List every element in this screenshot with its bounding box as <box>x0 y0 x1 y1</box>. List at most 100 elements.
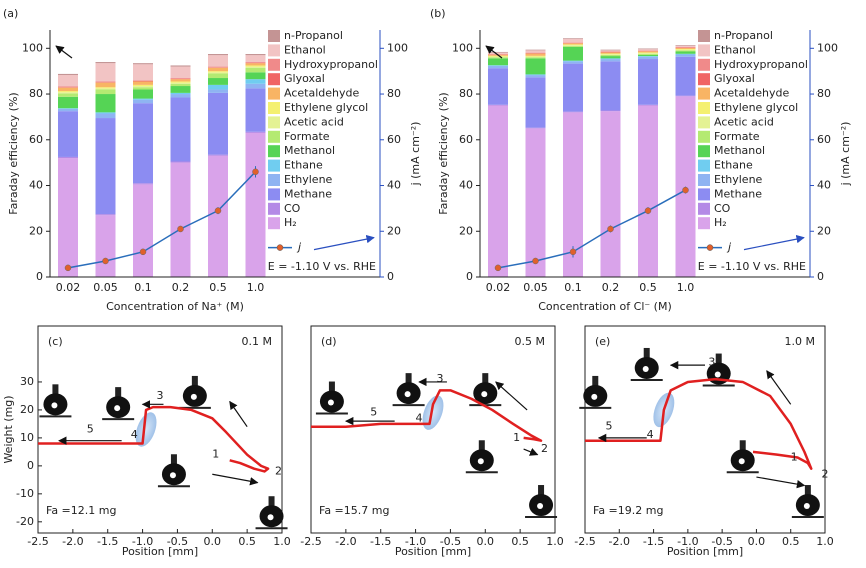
legend-label: j <box>296 241 302 254</box>
legend-swatch <box>698 159 710 172</box>
droplet-probe <box>482 373 489 384</box>
legend-swatch <box>698 145 710 158</box>
bar-segment <box>245 54 266 56</box>
legend-label: Hydroxypropanol <box>714 58 808 71</box>
droplet-probe <box>739 440 746 451</box>
legend-label: Glyoxal <box>714 72 755 85</box>
legend-label: CO <box>714 202 731 215</box>
bar-segment <box>525 57 546 59</box>
bar-segment <box>95 82 116 88</box>
bar-segment <box>208 71 228 73</box>
x-tick-label: -2.5 <box>574 535 595 548</box>
bar-segment <box>638 104 658 106</box>
j-point <box>214 207 222 214</box>
legend-label: CO <box>284 202 301 215</box>
bar-segment <box>525 58 546 75</box>
transition-highlight <box>422 395 444 430</box>
y-tick-label: 80 <box>29 87 43 100</box>
droplet-highlight <box>803 503 810 510</box>
legend-label: Ethylene <box>714 173 763 186</box>
bar-segment <box>675 54 696 57</box>
step-label: 1 <box>513 431 520 444</box>
bar-segment <box>133 84 153 87</box>
x-axis-label: Concentration of Cl⁻ (M) <box>538 300 672 313</box>
bar-segment <box>563 45 583 47</box>
bar-segment <box>170 81 191 83</box>
y2-axis-label: j (mA cm⁻²) <box>409 122 422 187</box>
bar-segment <box>170 161 191 163</box>
annotation-arrow <box>485 45 503 59</box>
x-tick-label: -1.5 <box>370 535 391 548</box>
panel-label: (c) <box>48 335 63 348</box>
weight-curve <box>38 405 270 473</box>
j-point <box>102 257 109 265</box>
bar-segment <box>133 81 153 85</box>
x-tick-label: -1.0 <box>677 535 698 548</box>
y-tick-label: 60 <box>29 133 43 146</box>
bar-segment <box>600 56 621 59</box>
plot-frame <box>310 325 556 534</box>
j-point <box>644 207 652 214</box>
bar-segment <box>58 108 78 109</box>
bar-segment <box>95 113 116 119</box>
bar-segment <box>170 83 191 87</box>
x-tick-label: -1.5 <box>643 535 664 548</box>
step-label: 3 <box>708 355 715 368</box>
legend-swatch <box>268 202 280 215</box>
legend-swatch <box>268 159 280 172</box>
bar-segment <box>525 74 546 76</box>
bar-segment <box>208 67 228 72</box>
bar-segment <box>600 49 621 51</box>
bar-segment <box>488 68 508 105</box>
y-tick-label: 40 <box>459 179 473 192</box>
bar-segment <box>170 97 191 162</box>
droplet-highlight <box>591 393 598 400</box>
bar-segment <box>208 54 228 56</box>
legend-marker <box>706 244 714 251</box>
droplet-highlight <box>51 402 58 409</box>
legend-marker <box>276 244 284 251</box>
x-tick-label: 1.0 <box>816 535 834 548</box>
bar-segment <box>600 110 621 112</box>
bar-segment <box>488 104 508 106</box>
droplet-probe <box>715 353 722 364</box>
x-tick-label: 0.5 <box>209 281 227 294</box>
bar-segment <box>600 54 621 57</box>
bar-segment <box>563 46 583 61</box>
bar-segment <box>525 56 546 58</box>
force-label: Fa =19.2 mg <box>593 504 663 517</box>
y2-tick-label: 0 <box>817 270 824 283</box>
bar-segment <box>58 96 78 109</box>
transition-highlight <box>135 412 157 447</box>
bar-segment <box>245 88 266 132</box>
legend-swatch <box>268 87 280 100</box>
step-label: 2 <box>275 464 282 477</box>
legend-swatch <box>268 217 280 230</box>
bar-segment <box>488 56 508 58</box>
step-label: 5 <box>370 406 377 419</box>
weight-curve <box>585 377 813 470</box>
panel-label: (e) <box>595 335 610 348</box>
legend-swatch <box>268 188 280 201</box>
legend-label: H₂ <box>714 216 727 229</box>
bar-segment <box>675 48 696 50</box>
droplet-highlight <box>738 458 745 465</box>
x-tick-label: 0.1 <box>134 281 152 294</box>
legend-label: Acetic acid <box>714 115 774 128</box>
bar-segment <box>563 45 583 46</box>
x-tick-label: 0.5 <box>238 535 256 548</box>
y2-tick-label: 40 <box>817 179 831 192</box>
direction-arrow <box>756 476 806 489</box>
y-tick-label: -10 <box>16 487 34 500</box>
bar-segment <box>638 48 658 50</box>
bar-segment <box>58 86 78 88</box>
bar-segment <box>95 215 116 277</box>
droplet-probe <box>191 375 198 386</box>
legend-swatch <box>698 73 710 86</box>
legend-label: Methanol <box>714 144 765 157</box>
step-label: 4 <box>131 428 138 441</box>
x-axis-label: Position [mm] <box>122 545 198 558</box>
j-point <box>252 168 259 176</box>
legend-label: Glyoxal <box>284 72 325 85</box>
